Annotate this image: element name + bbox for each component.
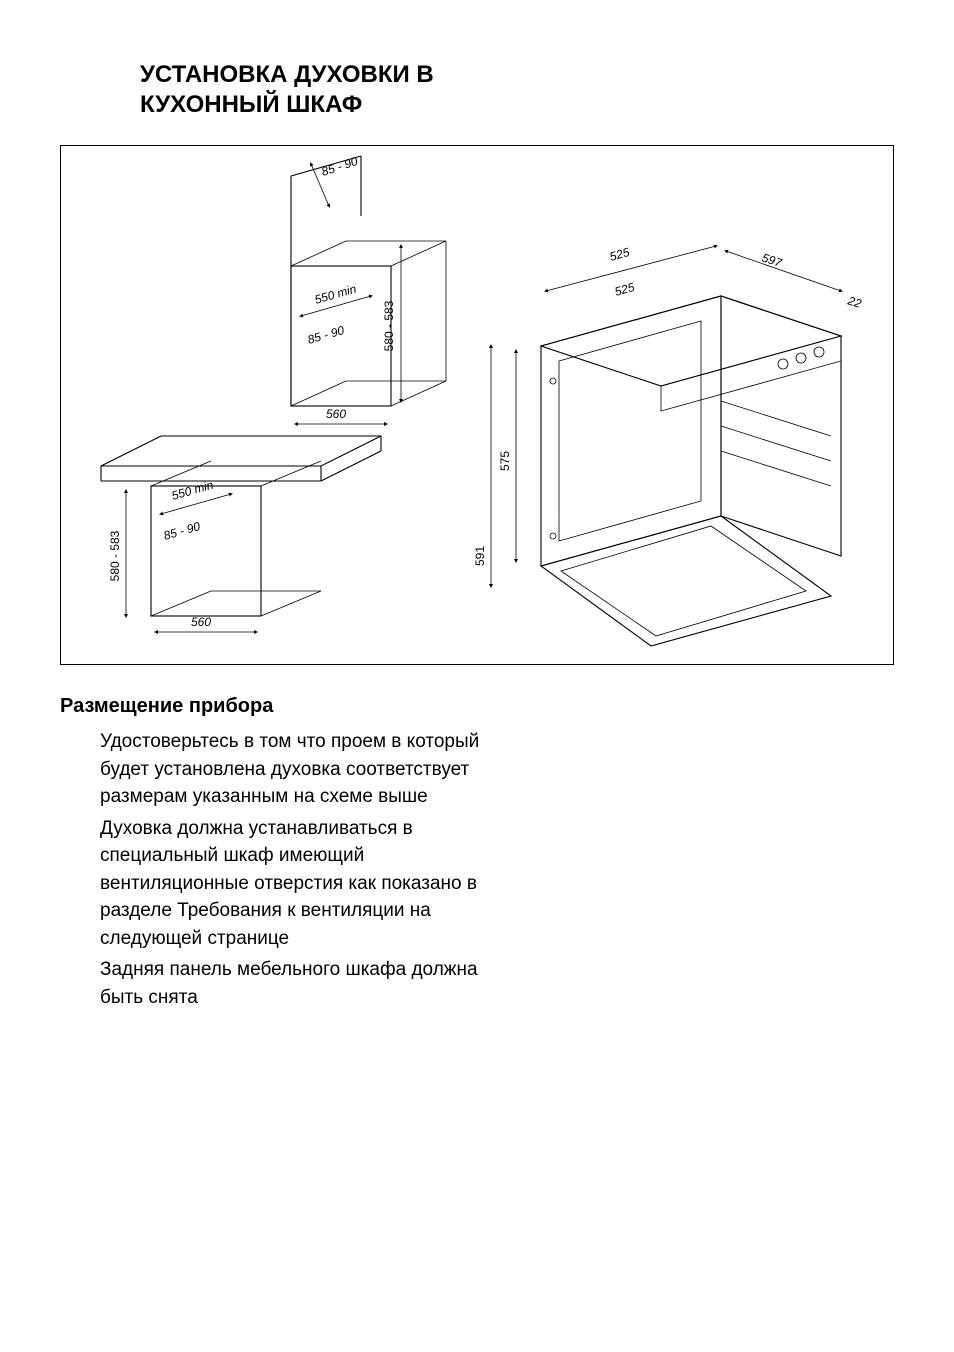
dim-opening-height: 580 - 583 [382,300,396,351]
page: УСТАНОВКА ДУХОВКИ В КУХОННЫЙ ШКАФ [0,0,954,1352]
oven-group: 525 525 597 22 575 591 [473,245,863,646]
dim-lower-back-gap: 85 - 90 [162,519,202,543]
page-title: УСТАНОВКА ДУХОВКИ В КУХОННЫЙ ШКАФ [140,60,540,120]
dim-oven-depth: 597 [760,251,785,271]
dim-oven-body-height: 575 [498,451,512,471]
dim-back-gap: 85 - 90 [306,323,346,347]
list-item: Задняя панель мебельного шкафа должна бы… [100,956,480,1011]
body-list: Удостоверьтесь в том что проем в который… [60,728,480,1011]
dim-opening-width: 560 [326,407,346,421]
upper-cabinet-group: 85 - 90 580 - 583 550 min 85 - 90 560 [291,154,446,424]
installation-diagram: 85 - 90 580 - 583 550 min 85 - 90 560 [60,145,894,665]
dim-top-gap: 85 - 90 [320,154,360,179]
dim-lower-height: 580 - 583 [108,530,122,581]
dim-depth-min: 550 min [313,282,358,307]
dim-oven-full-height: 591 [473,546,487,566]
dim-oven-width-inner: 525 [613,280,636,299]
lower-cabinet-group: 550 min 85 - 90 580 - 583 560 [101,436,381,632]
list-item: Удостоверьтесь в том что проем в который… [100,728,480,811]
diagram-svg: 85 - 90 580 - 583 550 min 85 - 90 560 [61,146,893,664]
dim-oven-flange: 22 [845,293,863,311]
dim-oven-width-outer: 525 [608,245,631,264]
dim-lower-width: 560 [191,615,211,629]
list-item: Духовка должна устанавливаться в специал… [100,815,480,953]
section-heading: Размещение прибора [60,695,894,718]
